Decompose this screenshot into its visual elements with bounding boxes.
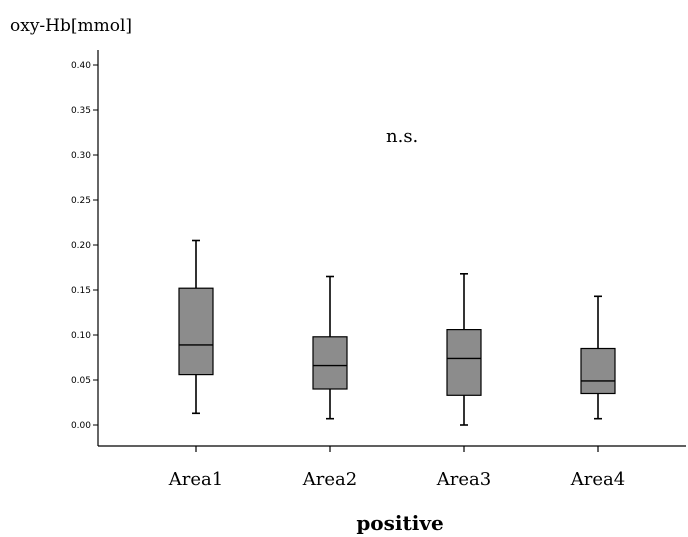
y-tick-label: 0.35 [71, 106, 91, 116]
x-tick-label: Area3 [436, 469, 491, 490]
boxes [178, 239, 616, 426]
x-tick-label: Area4 [570, 469, 625, 490]
x-ticks: Area1 Area2 Area3 Area4 [168, 446, 625, 490]
iqr-box [312, 336, 348, 390]
y-axis-label: oxy-Hb[mmol] [10, 16, 132, 36]
box-area3 [446, 272, 482, 426]
iqr-box [446, 329, 482, 396]
y-tick-label: 0.10 [71, 331, 91, 341]
x-tick-label: Area1 [168, 469, 223, 490]
y-tick-label: 0.15 [71, 286, 91, 296]
y-tick-label: 0.25 [71, 196, 91, 206]
y-tick-label: 0.20 [71, 241, 91, 251]
iqr-box [178, 287, 214, 376]
y-ticks: 0.00 0.05 0.10 0.15 0.20 0.25 0.30 0.35 0.40 [71, 61, 98, 431]
y-tick-label: 0.05 [71, 376, 91, 386]
iqr-box [580, 347, 616, 395]
box-area2 [312, 275, 348, 420]
significance-annotation: n.s. [386, 126, 418, 147]
y-tick-label: 0.30 [71, 151, 91, 161]
box-area1 [178, 239, 214, 415]
box-area4 [580, 295, 616, 420]
x-tick-label: Area2 [302, 469, 357, 490]
y-tick-label: 0.00 [71, 421, 91, 431]
y-tick-label: 0.40 [71, 61, 91, 71]
x-axis-label: positive [356, 511, 443, 535]
